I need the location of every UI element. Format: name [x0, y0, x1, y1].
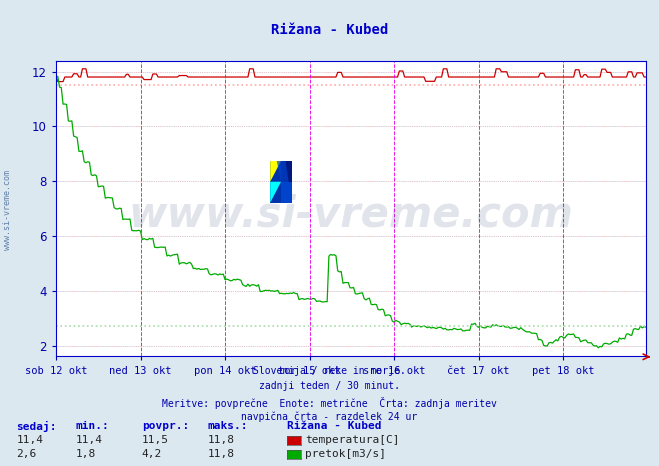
Polygon shape: [270, 182, 281, 203]
Text: www.si-vreme.com: www.si-vreme.com: [129, 193, 573, 235]
Text: 1,8: 1,8: [76, 449, 96, 459]
Text: 11,8: 11,8: [208, 435, 235, 445]
Text: min.:: min.:: [76, 421, 109, 432]
Text: navpična črta - razdelek 24 ur: navpična črta - razdelek 24 ur: [241, 412, 418, 423]
Text: povpr.:: povpr.:: [142, 421, 189, 432]
Text: maks.:: maks.:: [208, 421, 248, 432]
Text: 2,6: 2,6: [16, 449, 37, 459]
Text: Meritve: povprečne  Enote: metrične  Črta: zadnja meritev: Meritve: povprečne Enote: metrične Črta:…: [162, 397, 497, 409]
Text: sedaj:: sedaj:: [16, 421, 57, 432]
Text: Rižana - Kubed: Rižana - Kubed: [271, 23, 388, 37]
Polygon shape: [277, 161, 292, 203]
Text: www.si-vreme.com: www.si-vreme.com: [3, 170, 13, 250]
Polygon shape: [281, 182, 292, 203]
Text: Slovenija / reke in morje.: Slovenija / reke in morje.: [253, 366, 406, 376]
Text: 4,2: 4,2: [142, 449, 162, 459]
Text: 11,5: 11,5: [142, 435, 169, 445]
Polygon shape: [270, 161, 281, 182]
Polygon shape: [281, 161, 292, 182]
Text: 11,4: 11,4: [76, 435, 103, 445]
Text: 11,8: 11,8: [208, 449, 235, 459]
Text: zadnji teden / 30 minut.: zadnji teden / 30 minut.: [259, 381, 400, 391]
Text: pretok[m3/s]: pretok[m3/s]: [305, 449, 386, 459]
Text: 11,4: 11,4: [16, 435, 43, 445]
Text: Rižana - Kubed: Rižana - Kubed: [287, 421, 381, 432]
Text: temperatura[C]: temperatura[C]: [305, 435, 399, 445]
